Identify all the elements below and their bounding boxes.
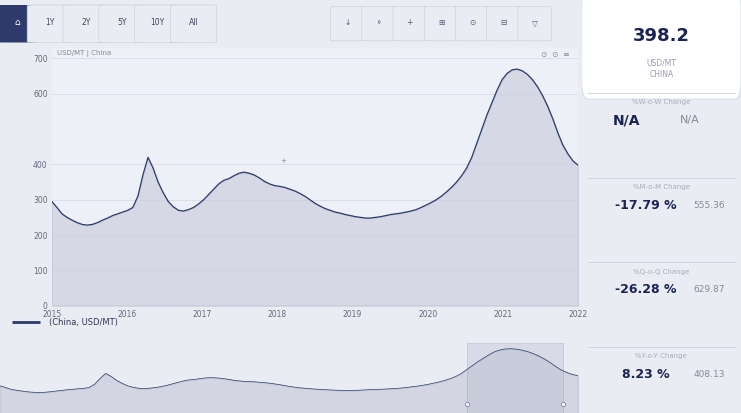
FancyBboxPatch shape <box>330 7 364 41</box>
Text: 555.36: 555.36 <box>694 201 725 209</box>
Text: ⊙: ⊙ <box>469 18 476 27</box>
Text: N/A: N/A <box>680 115 700 126</box>
Text: 408.13: 408.13 <box>694 370 725 379</box>
Text: ⊟: ⊟ <box>500 18 507 27</box>
Text: ⚬: ⚬ <box>376 18 382 27</box>
Text: 2Y: 2Y <box>82 18 91 27</box>
FancyBboxPatch shape <box>456 7 489 41</box>
Text: 5Y: 5Y <box>117 18 127 27</box>
FancyBboxPatch shape <box>170 5 216 43</box>
Text: %W-o-W Change: %W-o-W Change <box>632 100 691 105</box>
Text: 8.23 %: 8.23 % <box>622 368 669 381</box>
FancyBboxPatch shape <box>99 5 145 43</box>
Text: ↓: ↓ <box>344 18 350 27</box>
Text: +: + <box>407 18 413 27</box>
Text: 1Y: 1Y <box>46 18 55 27</box>
FancyBboxPatch shape <box>425 7 458 41</box>
Bar <box>467 343 563 413</box>
FancyBboxPatch shape <box>518 7 551 41</box>
Text: -17.79 %: -17.79 % <box>614 199 677 211</box>
Text: N/A: N/A <box>613 114 640 127</box>
Text: %M-o-M Change: %M-o-M Change <box>633 184 690 190</box>
Text: All: All <box>189 18 199 27</box>
Text: 10Y: 10Y <box>150 18 165 27</box>
FancyBboxPatch shape <box>487 7 520 41</box>
Text: %Y-o-Y Change: %Y-o-Y Change <box>636 354 687 359</box>
Text: USD/MT | China: USD/MT | China <box>57 50 111 57</box>
FancyBboxPatch shape <box>63 5 109 43</box>
Text: USD/MT: USD/MT <box>646 58 677 67</box>
FancyBboxPatch shape <box>582 0 741 99</box>
Text: 398.2: 398.2 <box>633 27 690 45</box>
FancyBboxPatch shape <box>0 5 38 43</box>
Text: ⊙  ⊙  ≡: ⊙ ⊙ ≡ <box>542 50 570 59</box>
Text: 629.87: 629.87 <box>694 285 725 294</box>
FancyBboxPatch shape <box>393 7 427 41</box>
FancyBboxPatch shape <box>27 5 73 43</box>
Text: (China, USD/MT): (China, USD/MT) <box>49 318 118 327</box>
Text: +: + <box>280 158 286 164</box>
Text: CHINA: CHINA <box>649 70 674 79</box>
Text: ⌂: ⌂ <box>14 18 19 27</box>
Text: ⊞: ⊞ <box>438 18 444 27</box>
FancyBboxPatch shape <box>362 7 396 41</box>
FancyBboxPatch shape <box>135 5 181 43</box>
Text: -26.28 %: -26.28 % <box>615 283 676 296</box>
Text: %Q-o-Q Change: %Q-o-Q Change <box>634 269 689 275</box>
Text: ▽: ▽ <box>532 18 537 27</box>
